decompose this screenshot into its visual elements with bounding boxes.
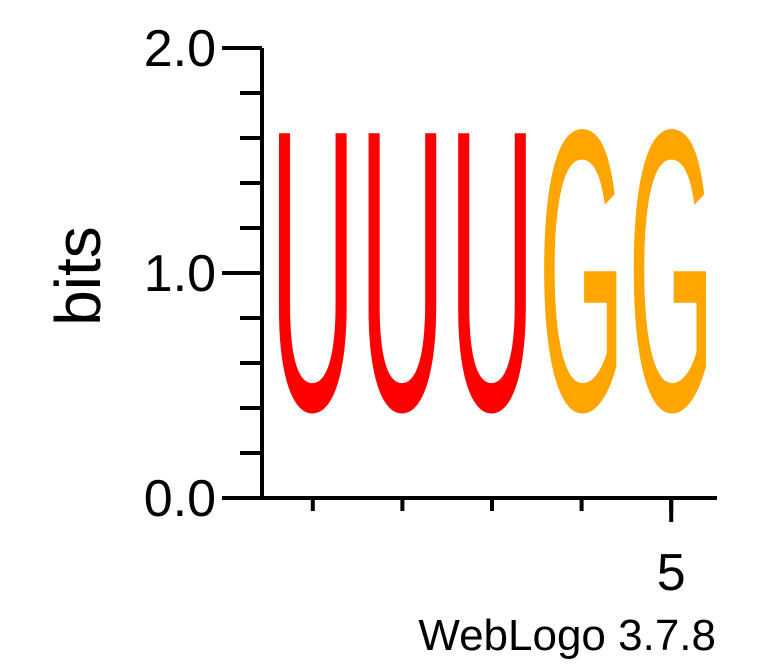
weblogo-version-footer: WebLogo 3.7.8 [418, 611, 716, 660]
y-tick-label: 1.0 [144, 245, 216, 303]
x-tick-label: 5 [657, 544, 686, 602]
logo-letter-u-pos-1: U [270, 46, 356, 495]
x-ticks: 5 [310, 498, 686, 602]
logo-letter-u-pos-2: U [359, 46, 445, 495]
y-axis-label: bits [42, 226, 114, 326]
logo-letter-u-pos-3: U [449, 46, 535, 495]
y-ticks: 0.0 1.0 2.0 [144, 20, 262, 528]
logo-letter-g-pos-4: G [539, 47, 625, 496]
y-tick-label: 2.0 [144, 20, 216, 78]
y-tick-label: 0.0 [144, 470, 216, 528]
logo-letter-g-pos-5: G [628, 47, 714, 496]
